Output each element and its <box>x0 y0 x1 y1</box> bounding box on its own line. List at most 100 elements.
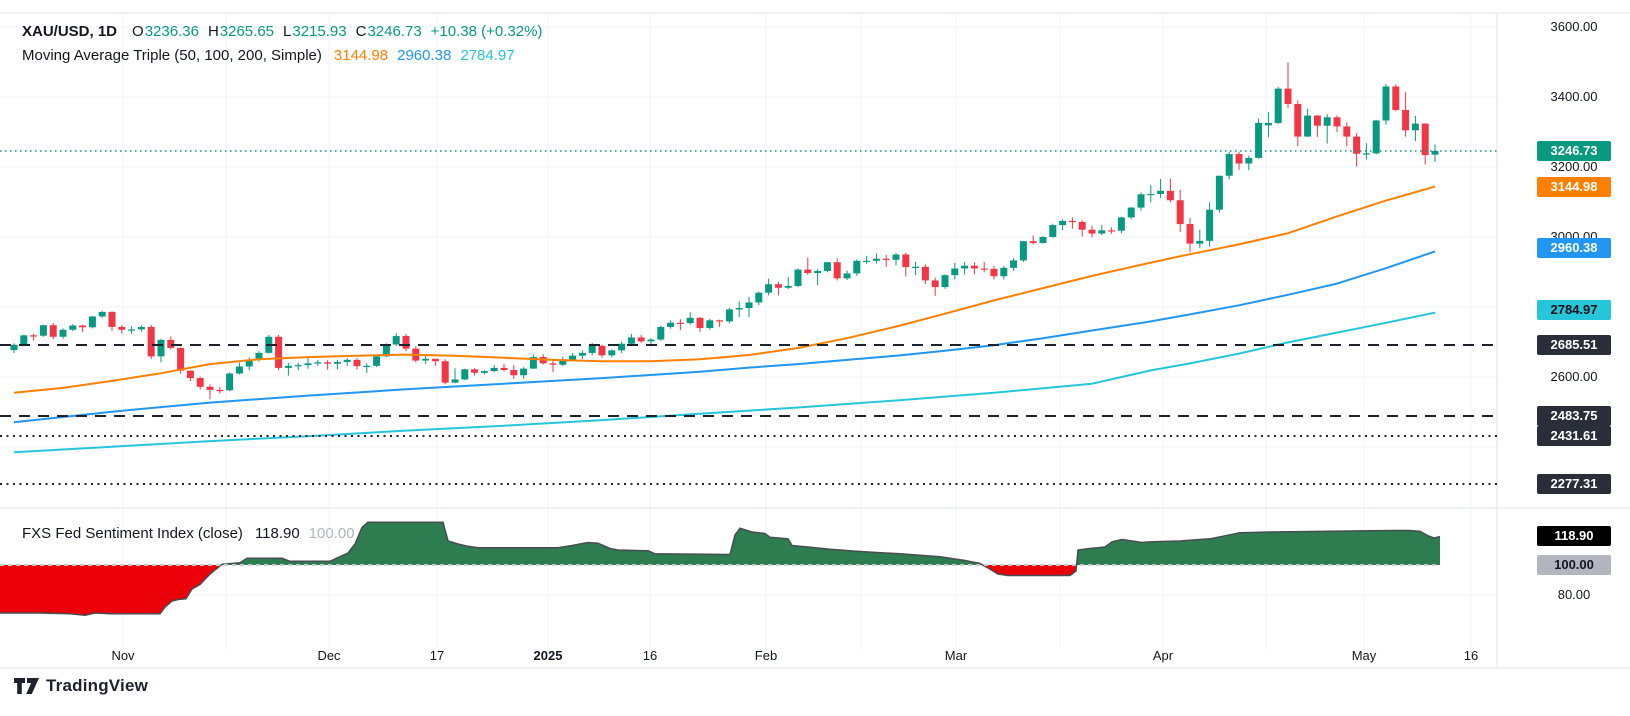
candle-body[interactable] <box>1019 241 1027 261</box>
candle-body[interactable] <box>510 370 518 376</box>
tradingview-logo[interactable]: TradingView <box>14 676 148 696</box>
candle-body[interactable] <box>137 326 145 330</box>
candle-body[interactable] <box>588 345 596 353</box>
candle-body[interactable] <box>814 270 822 274</box>
candle-body[interactable] <box>333 361 341 364</box>
candle-body[interactable] <box>1382 86 1390 121</box>
candle-body[interactable] <box>1039 237 1047 243</box>
candle-body[interactable] <box>549 363 557 365</box>
candle-body[interactable] <box>559 360 567 365</box>
candle-body[interactable] <box>20 335 28 345</box>
candle-body[interactable] <box>863 260 871 263</box>
candle-body[interactable] <box>1333 117 1341 127</box>
candle-body[interactable] <box>1088 229 1096 234</box>
candle-body[interactable] <box>49 325 57 337</box>
candle-body[interactable] <box>784 286 792 288</box>
sma-200-line[interactable] <box>13 311 1436 454</box>
candle-body[interactable] <box>1431 151 1439 155</box>
candle-body[interactable] <box>373 356 381 366</box>
candle-body[interactable] <box>353 359 361 367</box>
sma-50-line[interactable] <box>13 185 1436 394</box>
candle-body[interactable] <box>382 344 390 357</box>
candle-body[interactable] <box>902 254 910 268</box>
candle-body[interactable] <box>1372 120 1380 154</box>
candle-body[interactable] <box>88 316 96 328</box>
candle-body[interactable] <box>471 369 479 373</box>
candle-body[interactable] <box>735 308 743 310</box>
candle-body[interactable] <box>39 325 47 336</box>
sentiment-indicator-title[interactable]: FXS Fed Sentiment Index (close) <box>22 525 243 542</box>
candle-body[interactable] <box>1323 117 1331 126</box>
candle-body[interactable] <box>676 322 684 324</box>
candle-body[interactable] <box>833 262 841 279</box>
candle-body[interactable] <box>490 367 498 372</box>
candle-body[interactable] <box>216 389 224 392</box>
candle-body[interactable] <box>1098 230 1106 234</box>
candle-body[interactable] <box>157 339 165 357</box>
candle-body[interactable] <box>147 326 155 357</box>
candle-body[interactable] <box>1313 115 1321 126</box>
candle-body[interactable] <box>480 371 488 373</box>
candle-body[interactable] <box>1029 241 1037 243</box>
candle-body[interactable] <box>980 268 988 270</box>
candle-body[interactable] <box>794 269 802 287</box>
candle-body[interactable] <box>618 343 626 351</box>
candle-body[interactable] <box>598 345 606 356</box>
candle-body[interactable] <box>500 367 508 371</box>
candle-body[interactable] <box>245 359 253 367</box>
candle-body[interactable] <box>843 273 851 279</box>
candle-body[interactable] <box>1010 260 1018 268</box>
candle-body[interactable] <box>363 365 371 368</box>
candle-body[interactable] <box>1255 122 1263 158</box>
candle-body[interactable] <box>882 258 890 260</box>
candle-body[interactable] <box>637 337 645 342</box>
candle-body[interactable] <box>1304 115 1312 137</box>
candle-body[interactable] <box>431 358 439 362</box>
candle-body[interactable] <box>941 275 949 288</box>
candle-body[interactable] <box>1284 88 1292 105</box>
candle-body[interactable] <box>10 344 18 351</box>
candle-body[interactable] <box>1078 221 1086 230</box>
candle-body[interactable] <box>226 373 234 391</box>
candle-body[interactable] <box>912 266 920 268</box>
candle-body[interactable] <box>422 358 430 361</box>
candle-body[interactable] <box>1362 153 1370 155</box>
candle-body[interactable] <box>872 258 880 261</box>
candle-body[interactable] <box>1186 224 1194 244</box>
candle-body[interactable] <box>461 369 469 380</box>
candle-body[interactable] <box>324 362 332 364</box>
candle-body[interactable] <box>706 320 714 329</box>
candle-body[interactable] <box>1049 225 1057 238</box>
candle-body[interactable] <box>1059 220 1067 226</box>
candle-body[interactable] <box>392 336 400 345</box>
candle-body[interactable] <box>206 386 214 390</box>
candle-body[interactable] <box>529 357 537 369</box>
candle-body[interactable] <box>578 352 586 356</box>
candle-body[interactable] <box>804 269 812 274</box>
candle-body[interactable] <box>441 361 449 383</box>
candle-body[interactable] <box>1196 240 1204 244</box>
candle-body[interactable] <box>1117 217 1125 231</box>
candle-body[interactable] <box>1157 190 1165 194</box>
candle-body[interactable] <box>931 280 939 288</box>
ma-indicator-title[interactable]: Moving Average Triple (50, 100, 200, Sim… <box>22 47 322 64</box>
sentiment-line[interactable] <box>0 521 1441 617</box>
candle-body[interactable] <box>823 262 831 271</box>
candle-body[interactable] <box>1176 200 1184 225</box>
candle-body[interactable] <box>725 309 733 322</box>
candle-body[interactable] <box>196 378 204 387</box>
candle-body[interactable] <box>608 350 616 356</box>
candle-body[interactable] <box>314 362 322 364</box>
symbol-title[interactable]: XAU/USD, 1D <box>22 23 118 40</box>
candle-body[interactable] <box>1353 136 1361 154</box>
candle-body[interactable] <box>745 302 753 309</box>
candle-body[interactable] <box>1166 190 1174 201</box>
candle-body[interactable] <box>69 325 77 330</box>
candle-body[interactable] <box>284 365 292 368</box>
candle-body[interactable] <box>79 325 87 328</box>
candle-body[interactable] <box>774 284 782 288</box>
candle-body[interactable] <box>755 292 763 303</box>
candle-body[interactable] <box>128 329 136 331</box>
candle-body[interactable] <box>1108 230 1116 232</box>
candle-body[interactable] <box>1392 86 1400 110</box>
